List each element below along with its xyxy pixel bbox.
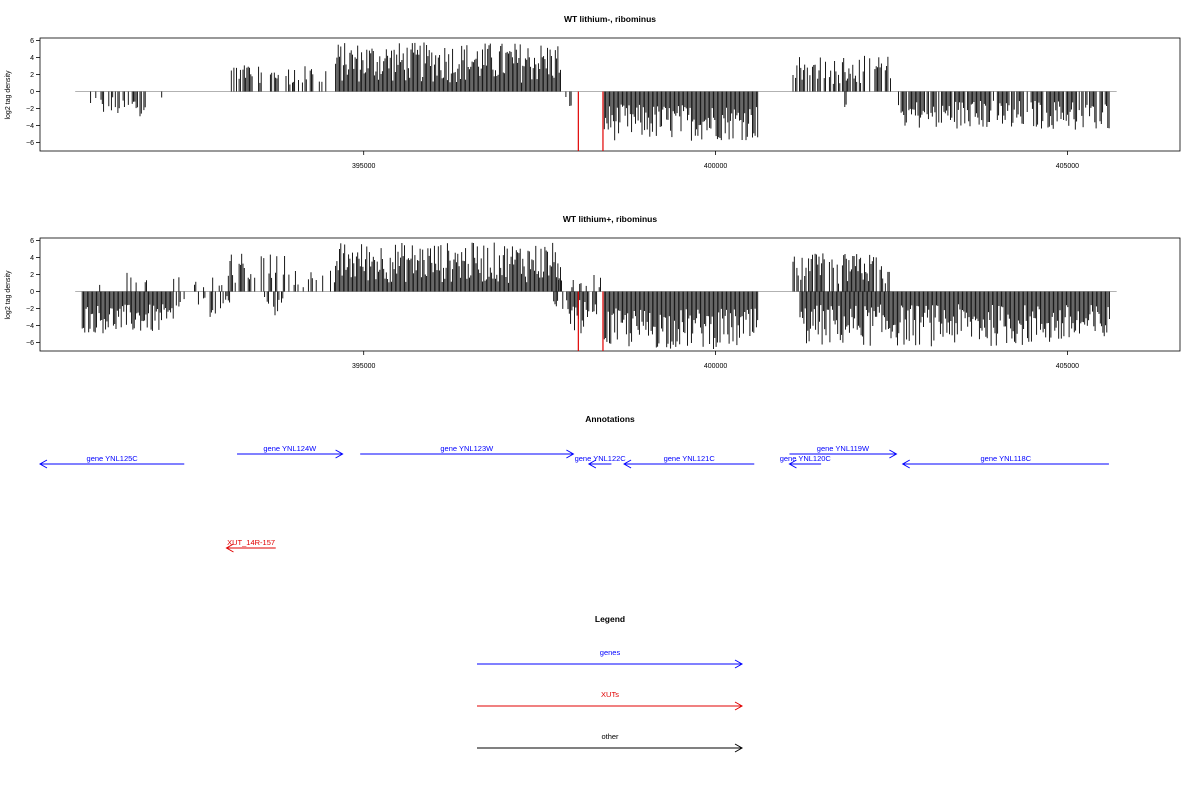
annotation-arrow: gene YNL118C xyxy=(901,454,1109,469)
y-tick-label: −6 xyxy=(26,140,34,147)
panel-title: WT lithium-, ribominus xyxy=(564,14,656,24)
annotation-arrow: gene YNL121C xyxy=(623,454,755,469)
y-tick-label: −2 xyxy=(26,106,34,113)
y-tick-label: 6 xyxy=(30,238,34,245)
panel-title: WT lithium+, ribominus xyxy=(563,214,657,224)
annotation-label: gene YNL119W xyxy=(817,444,870,453)
y-tick-label: 6 xyxy=(30,38,34,45)
legend-items: genes XUTs other xyxy=(477,648,744,753)
arrow-head xyxy=(734,743,744,753)
y-tick-label: 4 xyxy=(30,255,34,262)
density-bars xyxy=(90,42,1110,151)
y-axis-label: log2 tag density xyxy=(5,70,12,120)
annotation-label: gene YNL124W xyxy=(263,444,317,453)
y-tick-label: 0 xyxy=(30,289,34,296)
annotation-label: gene YNL121C xyxy=(664,454,716,463)
annotation-label: gene YNL118C xyxy=(981,454,1032,463)
y-tick-label: 4 xyxy=(30,55,34,62)
annotation-label: gene YNL120C xyxy=(780,454,832,463)
y-tick-label: −4 xyxy=(26,323,34,330)
y-axis-label: log2 tag density xyxy=(5,270,12,320)
arrow-head xyxy=(566,449,575,459)
arrow-head xyxy=(788,459,797,469)
y-tick-label: 0 xyxy=(30,89,34,96)
y-tick-label: 2 xyxy=(30,72,34,79)
annotation-arrow: gene YNL122C xyxy=(575,454,627,469)
density-bars xyxy=(81,242,1110,351)
y-tick-label: −2 xyxy=(26,306,34,313)
x-tick-label: 405000 xyxy=(1056,363,1079,370)
x-axis: 395000 400000 405000 xyxy=(352,151,1079,170)
annotation-items: gene YNL125C gene YNL124W gene YNL123W gene… xyxy=(38,444,1109,553)
legend-item: other xyxy=(477,732,744,753)
arrow-head xyxy=(901,459,910,469)
legend-label: other xyxy=(601,732,619,741)
annotation-label: gene YNL122C xyxy=(575,454,627,463)
y-axis: 6 4 2 0 −2 −4 −6 xyxy=(26,38,40,147)
x-axis: 395000 400000 405000 xyxy=(352,351,1079,370)
legend-label: XUTs xyxy=(601,690,619,699)
track-panel-lithium-plus: WT lithium+, ribominus log2 tag density … xyxy=(5,214,1181,370)
track-panel-lithium-minus: WT lithium-, ribominus log2 tag density … xyxy=(5,14,1181,170)
arrow-head xyxy=(734,659,744,669)
annotation-arrow: XUT_14R-157 xyxy=(225,538,276,553)
annotation-arrow: gene YNL123W xyxy=(360,444,575,459)
x-tick-label: 395000 xyxy=(352,363,375,370)
arrow-head xyxy=(734,701,744,711)
annotation-arrow: gene YNL120C xyxy=(780,454,832,469)
annotation-label: gene YNL125C xyxy=(87,454,139,463)
annotation-arrow: gene YNL124W xyxy=(237,444,344,459)
arrow-head xyxy=(889,449,898,459)
y-axis: 6 4 2 0 −2 −4 −6 xyxy=(26,238,40,347)
x-tick-label: 400000 xyxy=(704,363,727,370)
annotation-label: gene YNL123W xyxy=(440,444,494,453)
plot-frame xyxy=(39,37,1181,152)
arrow-head xyxy=(623,459,632,469)
legend-panel: Legend genes XUTs other xyxy=(477,614,744,753)
legend-title: Legend xyxy=(595,614,625,624)
y-tick-label: −6 xyxy=(26,340,34,347)
arrow-head xyxy=(335,449,344,459)
annotation-arrow: gene YNL119W xyxy=(789,444,898,459)
legend-item: XUTs xyxy=(477,690,744,711)
annotation-label: XUT_14R-157 xyxy=(227,538,275,547)
plot-frame xyxy=(39,237,1181,352)
y-tick-label: −4 xyxy=(26,123,34,130)
x-tick-label: 395000 xyxy=(352,163,375,170)
annotations-title: Annotations xyxy=(585,414,635,424)
legend-item: genes xyxy=(477,648,744,669)
annotation-arrow: gene YNL125C xyxy=(38,454,185,469)
legend-label: genes xyxy=(600,648,621,657)
x-tick-label: 405000 xyxy=(1056,163,1079,170)
x-tick-label: 400000 xyxy=(704,163,727,170)
arrow-head xyxy=(225,543,234,553)
arrow-head xyxy=(587,459,597,469)
arrow-head xyxy=(38,459,48,469)
y-tick-label: 2 xyxy=(30,272,34,279)
